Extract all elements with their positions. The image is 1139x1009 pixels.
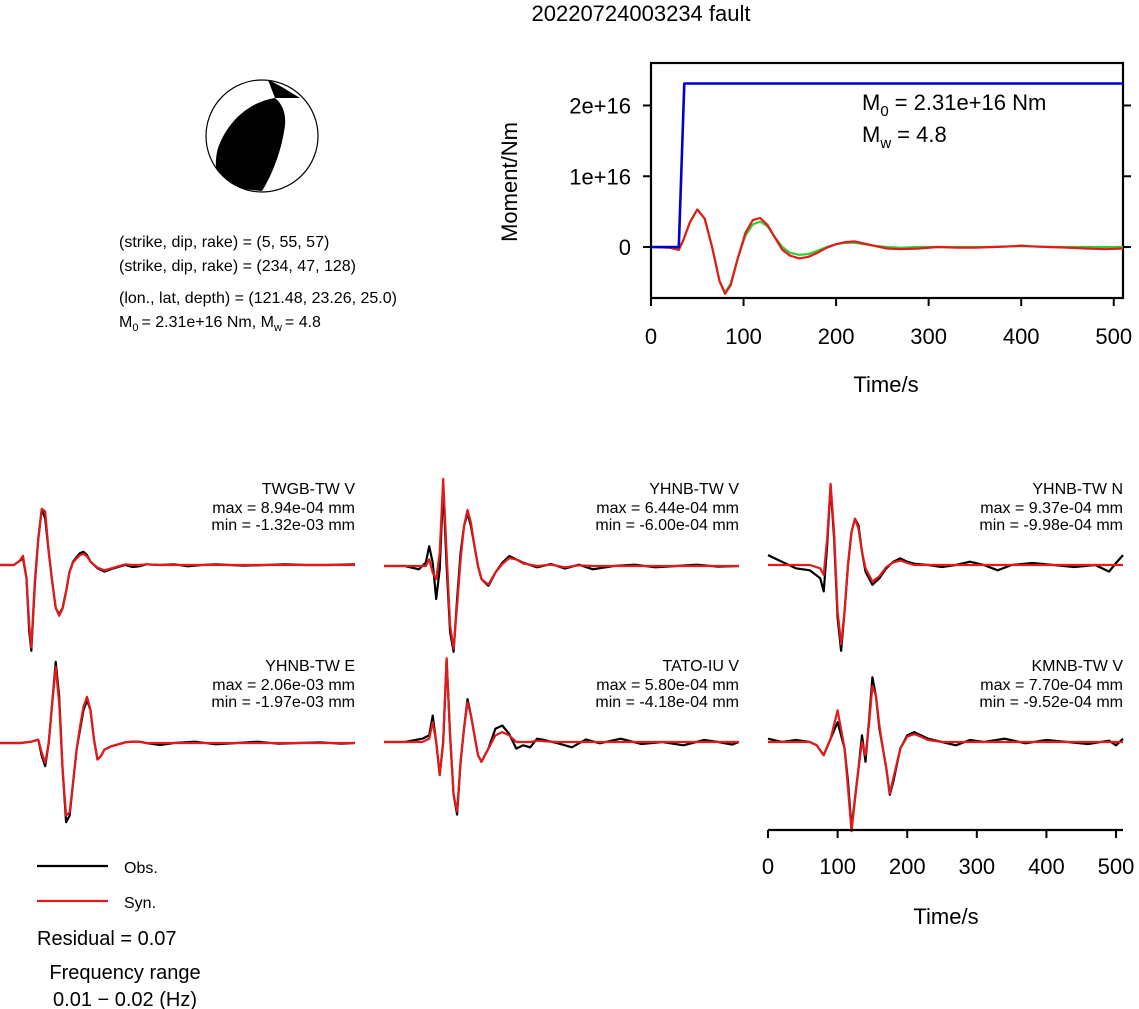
synthetic-trace — [768, 684, 1123, 833]
waveform-xtick-label: 100 — [819, 854, 856, 879]
moment-series-cumulative — [651, 82, 1123, 249]
legend-obs-label: Obs. — [124, 860, 158, 877]
synthetic-trace — [384, 477, 739, 650]
waveform-time-axis: Time/s 0 100 200 300 400 500 — [762, 828, 1135, 929]
moment-y-axis-label: Moment/Nm — [497, 122, 522, 242]
mechanism-line-1: (strike, dip, rake) = (5, 55, 57) — [119, 234, 329, 251]
moment-x-axis: 0 100 200 300 400 500 — [645, 298, 1132, 349]
moment-series-rate-a — [650, 208, 1124, 295]
min-amplitude-label: min = -9.52e-04 mm — [979, 694, 1123, 711]
moment-x-axis-label: Time/s — [853, 372, 918, 397]
legend-syn-label: Syn. — [124, 895, 156, 912]
station-label: TATO-IU V — [663, 658, 740, 675]
moment-annotation-mw: Mw = 4.8 — [862, 122, 947, 152]
beachball-compressional-main — [215, 98, 286, 191]
moment-annotation-m0: M0 = 2.31e+16 Nm — [862, 90, 1046, 120]
synthetic-trace — [0, 507, 355, 649]
moment-xtick-label: 500 — [1095, 324, 1132, 349]
moment-xtick-label: 400 — [1003, 324, 1040, 349]
legend: Obs. Syn. Residual = 0.07 Frequency rang… — [37, 860, 201, 1009]
synthetic-trace — [0, 665, 355, 817]
moment-plot: 0 1e+16 2e+16 0 100 200 300 400 500 Moment/Nm T… — [497, 61, 1132, 397]
moment-y-axis: 0 1e+16 2e+16 — [569, 93, 1131, 260]
moment-ytick-label: 0 — [619, 235, 631, 260]
waveform-xtick-label: 500 — [1098, 854, 1135, 879]
synthetic-trace — [768, 482, 1123, 646]
mechanism-line-2: (strike, dip, rake) = (234, 47, 128) — [119, 258, 356, 275]
frequency-range-value: 0.01 − 0.02 (Hz) — [53, 989, 197, 1009]
mechanism-text: (strike, dip, rake) = (5, 55, 57) (strik… — [119, 234, 397, 334]
moment-series-rate-b — [650, 208, 1123, 294]
min-amplitude-label: min = -1.32e-03 mm — [211, 517, 355, 534]
waveform-x-axis-label: Time/s — [913, 904, 978, 929]
station-label: YHNB-TW E — [265, 658, 355, 675]
max-amplitude-label: max = 5.80e-04 mm — [596, 677, 739, 694]
min-amplitude-label: min = -6.00e-04 mm — [595, 517, 739, 534]
max-amplitude-label: max = 6.44e-04 mm — [596, 500, 739, 517]
station-label: TWGB-TW V — [262, 481, 356, 498]
moment-plot-frame — [649, 61, 1125, 300]
figure-title: 20220724003234 fault — [532, 1, 751, 26]
moment-xtick-label: 0 — [645, 324, 657, 349]
waveform-xtick-label: 300 — [958, 854, 995, 879]
mechanism-line-4: M0 = 2.31e+16 Nm, Mw = 4.8 — [119, 314, 321, 334]
moment-ytick-label: 1e+16 — [569, 164, 631, 189]
min-amplitude-label: min = -4.18e-04 mm — [595, 694, 739, 711]
frequency-range-title: Frequency range — [49, 962, 200, 984]
station-label: YHNB-TW N — [1032, 481, 1123, 498]
max-amplitude-label: max = 7.70e-04 mm — [980, 677, 1123, 694]
min-amplitude-label: min = -1.97e-03 mm — [211, 694, 355, 711]
moment-xtick-label: 100 — [725, 324, 762, 349]
waveform-xtick-label: 200 — [889, 854, 926, 879]
waveform-xtick-label: 0 — [762, 854, 774, 879]
mechanism-line-3: (lon., lat, depth) = (121.48, 23.26, 25.… — [119, 290, 397, 307]
synthetic-trace — [384, 657, 739, 813]
station-label: KMNB-TW V — [1031, 658, 1123, 675]
beachball-outline — [205, 79, 319, 193]
max-amplitude-label: max = 8.94e-04 mm — [212, 500, 355, 517]
max-amplitude-label: max = 9.37e-04 mm — [980, 500, 1123, 517]
moment-ytick-label: 2e+16 — [569, 93, 631, 118]
max-amplitude-label: max = 2.06e-03 mm — [212, 677, 355, 694]
min-amplitude-label: min = -9.98e-04 mm — [979, 517, 1123, 534]
moment-xtick-label: 200 — [818, 324, 855, 349]
residual-text: Residual = 0.07 — [37, 928, 177, 950]
moment-series — [650, 82, 1124, 295]
moment-xtick-label: 300 — [910, 324, 947, 349]
focal-mechanism-beachball — [205, 79, 319, 193]
waveform-xtick-label: 400 — [1028, 854, 1065, 879]
station-label: YHNB-TW V — [649, 481, 739, 498]
beachball-compressional-top — [268, 80, 300, 98]
